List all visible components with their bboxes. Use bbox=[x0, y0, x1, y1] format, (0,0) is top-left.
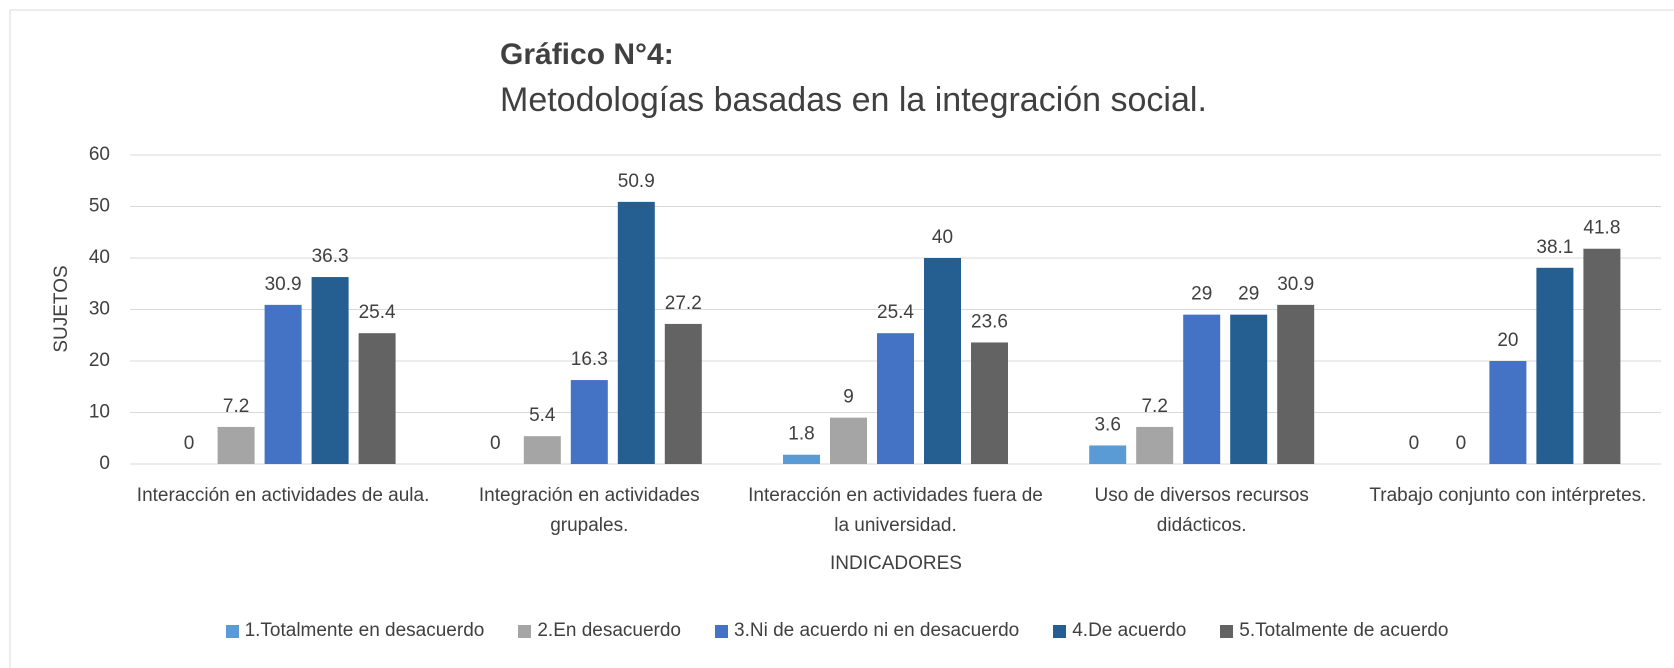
data-label: 29 bbox=[1191, 284, 1212, 305]
chart-subtitle: Metodologías basadas en la integración s… bbox=[500, 81, 1207, 119]
x-tick-label: Interacción en actividades fuera de la u… bbox=[748, 485, 1043, 536]
data-label: 40 bbox=[932, 227, 953, 248]
y-tick-label: 0 bbox=[99, 453, 110, 474]
data-label: 23.6 bbox=[971, 311, 1008, 332]
data-label: 29 bbox=[1238, 284, 1259, 305]
y-tick-label: 60 bbox=[89, 144, 110, 165]
y-tick-label: 30 bbox=[89, 299, 110, 320]
data-label: 30.9 bbox=[265, 274, 302, 295]
data-label: 25.4 bbox=[877, 302, 914, 323]
chart-border bbox=[9, 9, 1674, 668]
data-label: 27.2 bbox=[665, 293, 702, 314]
legend-item: 2.En desacuerdo bbox=[518, 620, 681, 642]
y-tick-label: 20 bbox=[89, 350, 110, 371]
data-label: 0 bbox=[1409, 433, 1420, 454]
legend-swatch bbox=[225, 624, 239, 638]
y-axis-label: SUJETOS bbox=[51, 265, 72, 352]
bar bbox=[1089, 445, 1127, 464]
y-tick-label: 50 bbox=[89, 196, 110, 217]
bar bbox=[971, 342, 1008, 464]
data-label: 20 bbox=[1497, 330, 1518, 351]
data-label: 36.3 bbox=[312, 246, 349, 267]
bar bbox=[523, 436, 561, 464]
data-label: 3.6 bbox=[1094, 414, 1120, 435]
bar bbox=[1536, 267, 1574, 464]
legend-item: 1.Totalmente en desacuerdo bbox=[225, 620, 485, 642]
bar bbox=[664, 323, 702, 464]
y-tick-label: 10 bbox=[89, 402, 110, 423]
legend-label: 4.De acuerdo bbox=[1072, 620, 1187, 641]
legend-label: 1.Totalmente en desacuerdo bbox=[244, 620, 485, 641]
bar bbox=[1489, 361, 1527, 464]
x-tick-label: Trabajo conjunto con intérpretes. bbox=[1369, 485, 1647, 506]
legend-label: 3.Ni de acuerdo ni en desacuerdo bbox=[734, 620, 1020, 641]
data-label: 16.3 bbox=[571, 349, 608, 370]
bar bbox=[311, 277, 349, 464]
bar bbox=[1230, 314, 1268, 464]
data-label: 0 bbox=[490, 433, 501, 454]
data-label: 7.2 bbox=[223, 396, 249, 417]
legend-item: 4.De acuerdo bbox=[1053, 620, 1186, 642]
legend-item: 5.Totalmente de acuerdo bbox=[1220, 620, 1448, 642]
bar bbox=[924, 258, 961, 464]
data-label: 30.9 bbox=[1277, 274, 1314, 295]
x-tick-label: Uso de diversos recursos didácticos. bbox=[1094, 485, 1309, 536]
data-label: 41.8 bbox=[1583, 218, 1620, 239]
legend-label: 5.Totalmente de acuerdo bbox=[1239, 620, 1449, 641]
bar bbox=[877, 333, 914, 464]
legend-item: 3.Ni de acuerdo ni en desacuerdo bbox=[715, 620, 1019, 642]
bar bbox=[217, 426, 255, 464]
bar bbox=[358, 333, 396, 464]
data-label: 1.8 bbox=[788, 424, 814, 445]
data-label: 5.4 bbox=[529, 405, 556, 426]
legend: 1.Totalmente en desacuerdo 2.En desacuerd… bbox=[0, 620, 1674, 642]
legend-swatch bbox=[518, 624, 532, 638]
data-label: 50.9 bbox=[618, 171, 655, 192]
data-label: 38.1 bbox=[1536, 237, 1573, 258]
x-tick-label: Integración en actividades grupales. bbox=[478, 485, 700, 536]
legend-label: 2.En desacuerdo bbox=[537, 620, 682, 641]
legend-swatch bbox=[1053, 624, 1067, 638]
x-axis-label: INDICADORES bbox=[830, 553, 962, 574]
x-tick-label: Interacción en actividades de aula. bbox=[136, 485, 430, 506]
chart-title: Gráfico N°4: bbox=[500, 38, 674, 71]
y-tick-label: 40 bbox=[89, 247, 110, 268]
bar bbox=[783, 454, 820, 464]
bar bbox=[1183, 314, 1221, 464]
data-label: 25.4 bbox=[359, 302, 396, 323]
data-label: 0 bbox=[184, 433, 195, 454]
legend-swatch bbox=[715, 624, 729, 638]
bar bbox=[264, 304, 302, 464]
bar bbox=[1277, 304, 1315, 464]
bar bbox=[830, 417, 867, 464]
bar bbox=[570, 380, 608, 464]
legend-swatch bbox=[1220, 624, 1234, 638]
bar bbox=[1136, 426, 1174, 464]
bar bbox=[1583, 248, 1621, 464]
data-label: 9 bbox=[843, 387, 854, 408]
data-label: 0 bbox=[1456, 433, 1467, 454]
bar bbox=[617, 201, 655, 465]
data-label: 7.2 bbox=[1141, 396, 1167, 417]
